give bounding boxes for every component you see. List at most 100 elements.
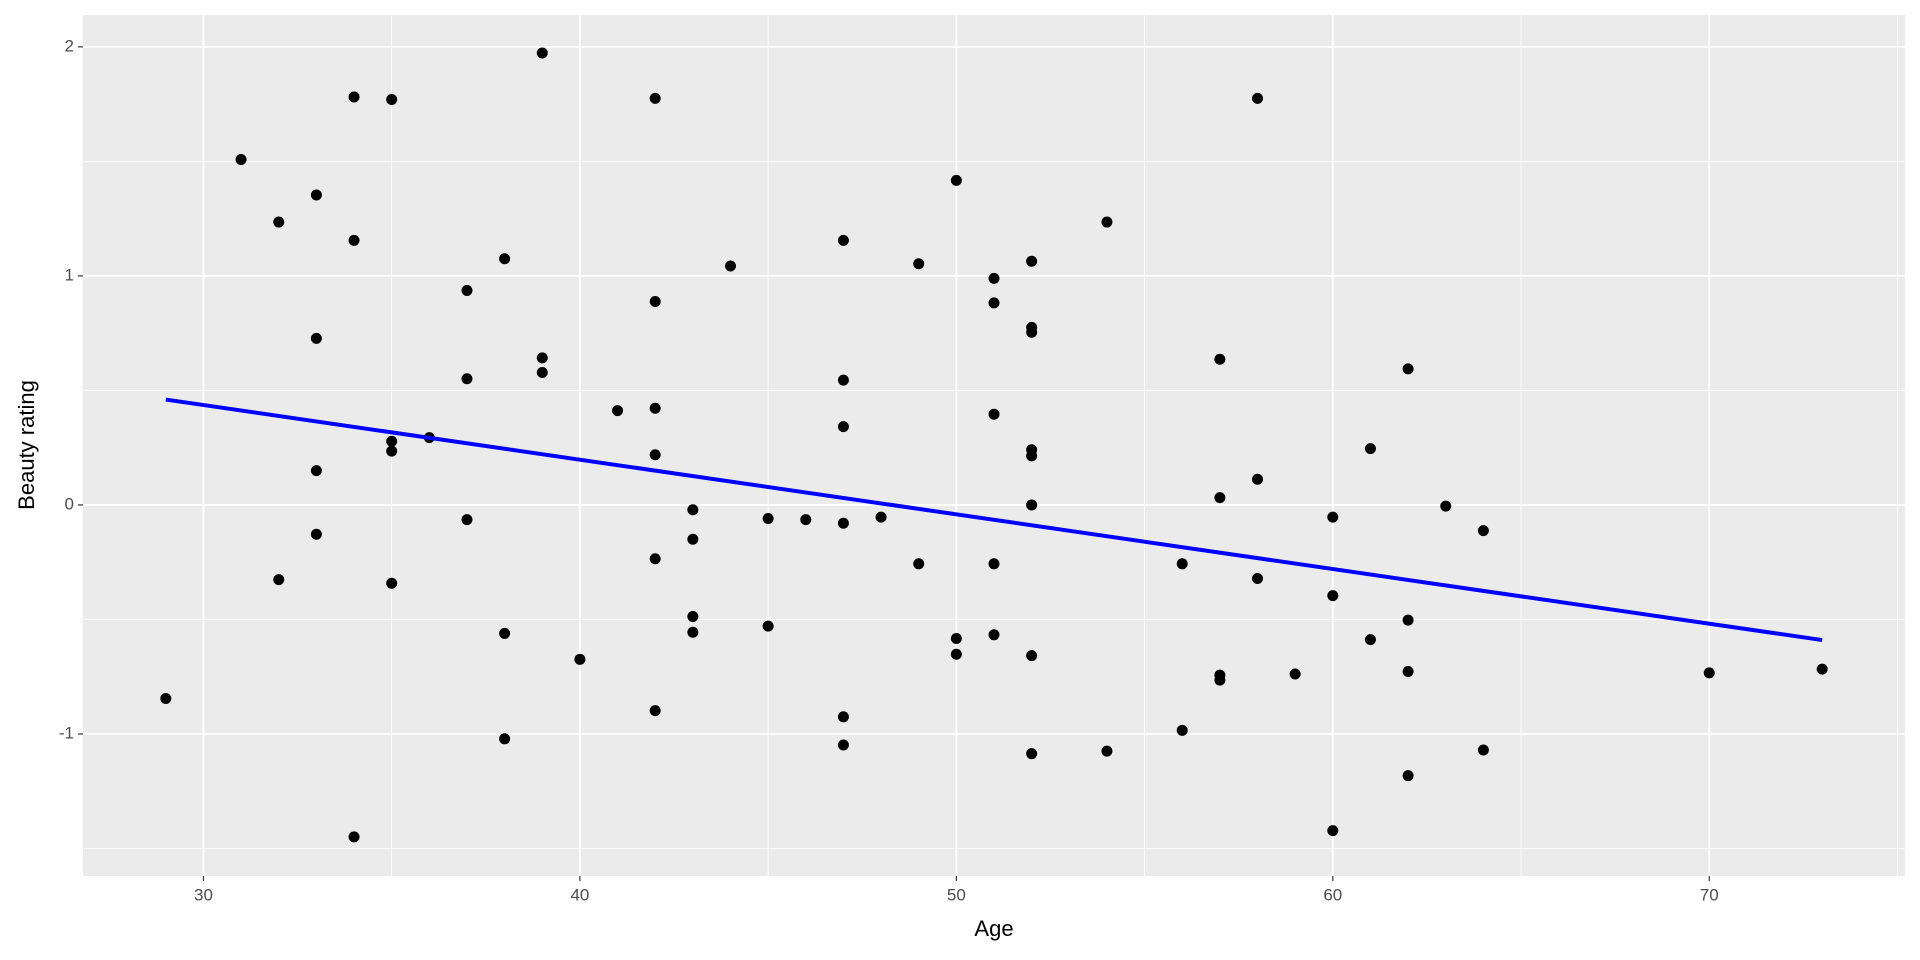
point <box>1026 255 1038 267</box>
point <box>649 92 661 104</box>
point <box>1214 674 1226 686</box>
y-tick-label: 2 <box>65 36 74 55</box>
point <box>536 352 548 364</box>
point <box>800 514 812 526</box>
point <box>1026 748 1038 760</box>
point <box>649 449 661 461</box>
point <box>461 285 473 297</box>
point <box>837 374 849 386</box>
point <box>612 405 624 417</box>
point <box>837 711 849 723</box>
point <box>837 234 849 246</box>
point <box>499 253 511 265</box>
point <box>913 258 925 270</box>
point <box>1402 770 1414 782</box>
point <box>1289 668 1301 680</box>
point <box>536 367 548 379</box>
point <box>1477 525 1489 537</box>
y-tick-label: 1 <box>65 265 74 284</box>
point <box>875 511 887 523</box>
panel <box>83 15 1905 876</box>
point <box>950 174 962 186</box>
point <box>1402 363 1414 375</box>
point <box>1252 473 1264 485</box>
point <box>762 512 774 524</box>
point <box>1327 511 1339 523</box>
point <box>988 558 1000 570</box>
point <box>574 653 586 665</box>
point <box>950 648 962 660</box>
point <box>1026 499 1038 511</box>
point <box>1364 443 1376 455</box>
point <box>837 421 849 433</box>
point <box>1026 326 1038 338</box>
x-tick-label: 30 <box>194 885 213 904</box>
x-tick-label: 40 <box>570 885 589 904</box>
point <box>1402 665 1414 677</box>
y-tick-label: 0 <box>65 494 74 513</box>
x-tick-label: 50 <box>947 885 966 904</box>
point <box>837 517 849 529</box>
x-tick-label: 70 <box>1700 885 1719 904</box>
point <box>1214 353 1226 365</box>
point <box>386 94 398 106</box>
point <box>1327 590 1339 602</box>
point <box>1327 825 1339 837</box>
point <box>348 831 360 843</box>
point <box>235 154 247 166</box>
point <box>649 402 661 414</box>
point <box>837 739 849 751</box>
point <box>1364 634 1376 646</box>
point <box>687 504 699 516</box>
point <box>1402 614 1414 626</box>
point <box>386 445 398 457</box>
point <box>273 216 285 228</box>
point <box>499 627 511 639</box>
point <box>348 234 360 246</box>
point <box>913 558 925 570</box>
point <box>536 47 548 59</box>
point <box>1101 745 1113 757</box>
point <box>310 465 322 477</box>
point <box>649 705 661 717</box>
point <box>1816 663 1828 675</box>
point <box>310 332 322 344</box>
point <box>273 574 285 586</box>
point <box>762 620 774 632</box>
point <box>386 577 398 589</box>
point <box>1026 450 1038 462</box>
point <box>1026 650 1038 662</box>
point <box>310 189 322 201</box>
y-axis-title: Beauty rating <box>14 380 39 510</box>
point <box>386 435 398 447</box>
point <box>988 408 1000 420</box>
point <box>1176 724 1188 736</box>
point <box>1703 667 1715 679</box>
point <box>687 533 699 545</box>
point <box>461 514 473 526</box>
point <box>1477 744 1489 756</box>
point <box>499 733 511 745</box>
x-axis-title: Age <box>974 916 1013 941</box>
point <box>1440 500 1452 512</box>
point <box>1214 492 1226 504</box>
x-tick-label: 60 <box>1323 885 1342 904</box>
point <box>1252 92 1264 104</box>
point <box>988 629 1000 641</box>
point <box>687 610 699 622</box>
point <box>348 91 360 103</box>
fit-line <box>165 397 1823 643</box>
point <box>160 692 172 704</box>
point <box>724 260 736 272</box>
point <box>1252 572 1264 584</box>
point <box>649 553 661 565</box>
point <box>310 528 322 540</box>
point <box>1176 558 1188 570</box>
point <box>687 626 699 638</box>
point <box>1101 216 1113 228</box>
point <box>461 373 473 385</box>
point <box>988 272 1000 284</box>
marks <box>160 47 1828 843</box>
